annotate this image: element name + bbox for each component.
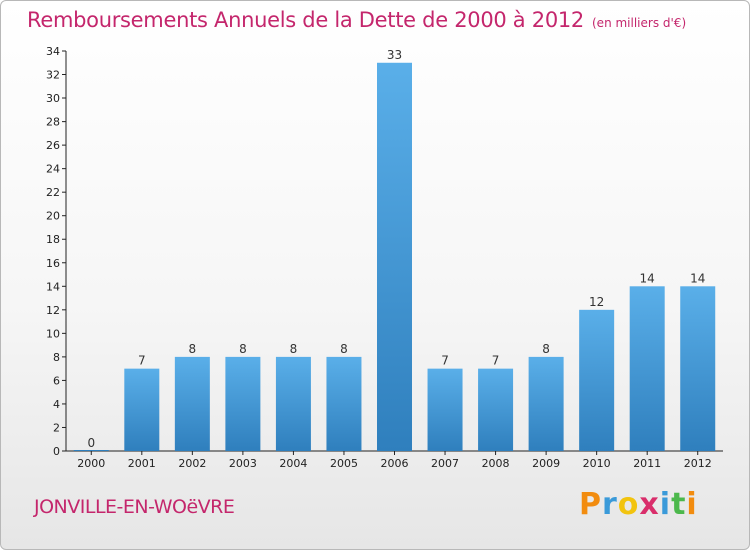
bar-value-label: 14 [640,271,655,285]
bar-value-label: 14 [690,271,705,285]
place-name: JONVILLE-EN-WOëVRE [34,496,235,518]
bar [326,356,362,451]
y-tick-label: 20 [46,210,60,223]
x-tick-label: 2008 [482,457,510,470]
x-tick-label: 2002 [178,457,206,470]
x-tick-label: 2012 [684,457,712,470]
brand-letter: x [639,487,660,522]
bar [629,286,665,451]
brand-letter: o [617,487,640,522]
y-tick-label: 30 [46,92,60,105]
y-tick-label: 34 [46,45,60,58]
x-tick-label: 2006 [381,457,409,470]
y-tick-label: 24 [46,163,60,176]
bar-value-label: 7 [441,354,449,368]
chart-bars [73,62,716,451]
y-tick-label: 22 [46,186,60,199]
chart-subtitle: (en milliers d'€) [592,16,687,30]
brand-logo: Proxiti [579,487,698,522]
bar [225,356,261,451]
bar [124,368,160,451]
y-tick-label: 0 [53,445,60,458]
bar [174,356,210,451]
chart-title: Remboursements Annuels de la Dette de 20… [27,8,686,32]
y-tick-label: 28 [46,116,60,129]
bar [275,356,311,451]
x-tick-label: 2005 [330,457,358,470]
bar [528,356,564,451]
y-tick-label: 4 [53,398,60,411]
x-tick-label: 2001 [128,457,156,470]
y-tick-label: 12 [46,304,60,317]
y-tick-label: 2 [53,421,60,434]
bar-value-label: 8 [340,342,348,356]
bar [427,368,463,451]
bar-value-label: 8 [189,342,197,356]
x-tick-label: 2000 [77,457,105,470]
chart-value-labels: 0 7 8 8 8 8 33 7 7 8 12 14 14 [87,48,705,450]
x-tick-label: 2004 [279,457,307,470]
bar-value-label: 8 [239,342,247,356]
y-tick-label: 18 [46,233,60,246]
brand-letter: t [671,487,687,522]
y-tick-label: 16 [46,257,60,270]
y-tick-label: 14 [46,280,60,293]
bar [478,368,514,451]
brand-letter: P [579,487,602,522]
y-tick-label: 10 [46,327,60,340]
bar-value-label: 7 [492,354,500,368]
x-tick-label: 2007 [431,457,459,470]
bar-value-label: 12 [589,295,604,309]
x-tick-label: 2010 [583,457,611,470]
bar [680,286,716,451]
bar [377,62,412,451]
y-tick-label: 8 [53,351,60,364]
y-tick-label: 32 [46,69,60,82]
brand-letter: i [659,487,672,522]
brand-letter: i [686,487,698,522]
brand-letter: r [602,487,618,522]
bar-value-label: 8 [290,342,298,356]
x-tick-label: 2009 [532,457,560,470]
bar-value-label: 0 [87,436,95,450]
chart-title-text: Remboursements Annuels de la Dette de 20… [27,8,584,32]
x-tick-label: 2003 [229,457,257,470]
bar [579,309,615,451]
y-tick-label: 26 [46,139,60,152]
bar-value-label: 8 [542,342,550,356]
bar-value-label: 7 [138,354,146,368]
y-tick-label: 6 [53,374,60,387]
bar-value-label: 33 [387,48,402,62]
x-tick-label: 2011 [633,457,661,470]
